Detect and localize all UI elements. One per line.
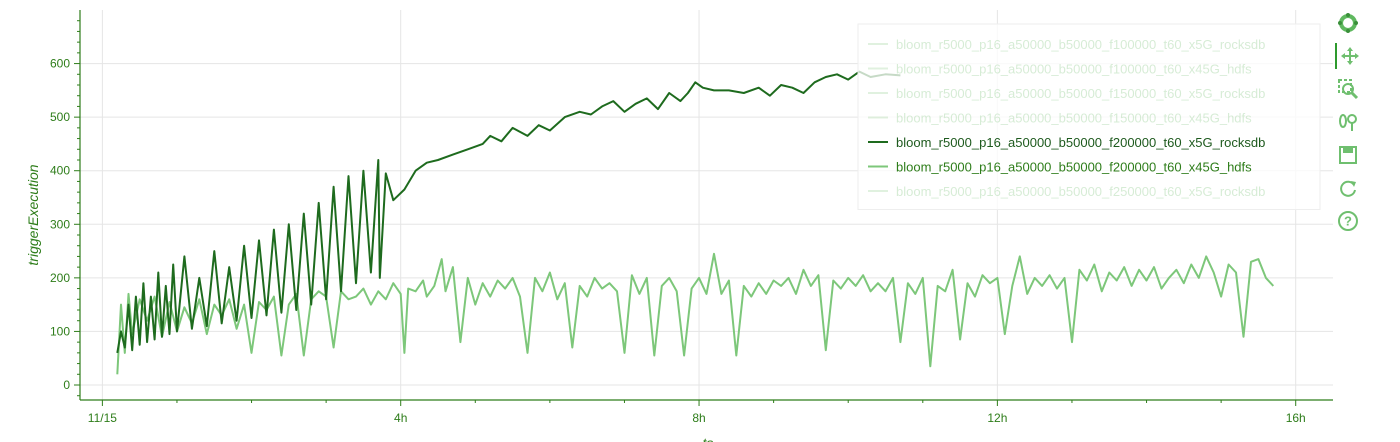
y-axis-label: triggerExecution bbox=[25, 164, 41, 265]
legend-label: bloom_r5000_p16_a50000_b50000_f100000_t6… bbox=[896, 62, 1252, 77]
pan-tool-button[interactable] bbox=[1335, 43, 1363, 69]
wheel-zoom-icon bbox=[1339, 114, 1357, 131]
legend[interactable]: bloom_r5000_p16_a50000_b50000_f100000_t6… bbox=[857, 23, 1321, 210]
pan-icon bbox=[1341, 47, 1359, 65]
wheel-zoom-tool-button[interactable] bbox=[1335, 109, 1361, 135]
bokeh-logo-icon bbox=[1338, 13, 1358, 33]
save-tool-button[interactable] bbox=[1335, 142, 1361, 168]
y-tick-label: 0 bbox=[63, 378, 70, 392]
toolbar: ? bbox=[1335, 10, 1365, 241]
x-tick-label: 12h bbox=[987, 411, 1007, 425]
series-line bbox=[116, 70, 901, 354]
reset-tool-button[interactable] bbox=[1335, 175, 1361, 201]
svg-text:?: ? bbox=[1344, 214, 1352, 229]
x-tick-label: 8h bbox=[692, 411, 705, 425]
help-icon: ? bbox=[1338, 211, 1358, 231]
save-icon bbox=[1339, 146, 1357, 164]
legend-item[interactable]: bloom_r5000_p16_a50000_b50000_f100000_t6… bbox=[868, 62, 1252, 77]
y-tick-label: 200 bbox=[50, 271, 70, 285]
y-tick-label: 300 bbox=[50, 217, 70, 231]
x-tick-label: 16h bbox=[1286, 411, 1306, 425]
help-tool-button[interactable]: ? bbox=[1335, 208, 1361, 234]
legend-label: bloom_r5000_p16_a50000_b50000_f200000_t6… bbox=[896, 160, 1252, 175]
axes: 0 100 200 300 400 500 600 11/15 4h 8h 12h 16h bbox=[50, 10, 1333, 425]
legend-item[interactable]: bloom_r5000_p16_a50000_b50000_f150000_t6… bbox=[868, 86, 1265, 101]
legend-item[interactable]: bloom_r5000_p16_a50000_b50000_f200000_t6… bbox=[868, 160, 1252, 175]
legend-label: bloom_r5000_p16_a50000_b50000_f250000_t6… bbox=[896, 184, 1265, 199]
x-tick-label: 11/15 bbox=[88, 411, 117, 425]
series-layer bbox=[116, 70, 1275, 375]
x-axis-label: ts bbox=[703, 435, 714, 442]
y-tick-label: 500 bbox=[50, 110, 70, 124]
y-tick-label: 100 bbox=[50, 324, 70, 338]
reset-icon bbox=[1340, 180, 1356, 197]
legend-label: bloom_r5000_p16_a50000_b50000_f200000_t6… bbox=[896, 135, 1265, 150]
series-line bbox=[116, 252, 1275, 375]
box-zoom-tool-button[interactable] bbox=[1335, 76, 1361, 102]
y-tick-label: 400 bbox=[50, 164, 70, 178]
legend-item[interactable]: bloom_r5000_p16_a50000_b50000_f100000_t6… bbox=[868, 37, 1265, 52]
legend-item[interactable]: bloom_r5000_p16_a50000_b50000_f250000_t6… bbox=[868, 184, 1265, 199]
legend-label: bloom_r5000_p16_a50000_b50000_f150000_t6… bbox=[896, 111, 1252, 126]
y-tick-label: 600 bbox=[50, 57, 70, 71]
legend-item[interactable]: bloom_r5000_p16_a50000_b50000_f150000_t6… bbox=[868, 111, 1252, 126]
legend-item[interactable]: bloom_r5000_p16_a50000_b50000_f200000_t6… bbox=[868, 135, 1265, 150]
x-tick-label: 4h bbox=[394, 411, 407, 425]
legend-label: bloom_r5000_p16_a50000_b50000_f150000_t6… bbox=[896, 86, 1265, 101]
box-zoom-icon bbox=[1338, 79, 1359, 100]
bokeh-logo-button[interactable] bbox=[1335, 10, 1361, 36]
legend-label: bloom_r5000_p16_a50000_b50000_f100000_t6… bbox=[896, 37, 1265, 52]
legend-box bbox=[857, 23, 1321, 210]
